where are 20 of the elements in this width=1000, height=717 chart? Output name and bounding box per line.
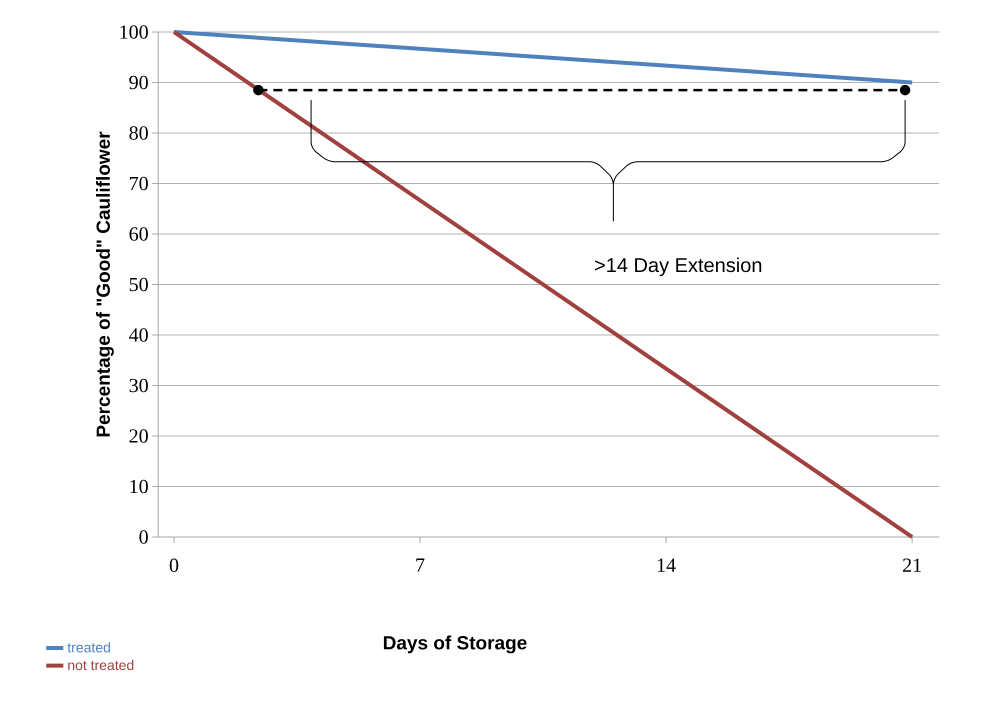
y-tick-label: 50	[130, 278, 148, 292]
y-tick-label: 20	[130, 429, 148, 443]
x-axis-title: Days of Storage	[384, 636, 527, 654]
y-tick-label: 60	[130, 227, 148, 241]
y-tick-label: 0	[139, 530, 148, 544]
y-tick-label: 80	[129, 126, 148, 140]
x-tick-label: 0	[170, 558, 178, 572]
y-tick-label: 70	[130, 176, 148, 190]
x-tick-label: 21	[903, 558, 921, 572]
y-axis-title: Percentage of "Good" Cauliflower	[96, 132, 114, 436]
x-tick-label: 14	[658, 558, 676, 572]
y-tick-label: 40	[129, 328, 148, 342]
y-tick-label: 90	[129, 76, 148, 90]
y-tick-label: 100	[120, 25, 148, 39]
legend-label: treated	[68, 642, 110, 652]
y-tick-label: 30	[130, 378, 148, 392]
legend-label: not treated	[68, 660, 134, 670]
y-tick-label: 10	[130, 480, 148, 494]
x-tick-label: 7	[416, 558, 424, 572]
annotation: >14 Day Extension	[595, 258, 762, 276]
